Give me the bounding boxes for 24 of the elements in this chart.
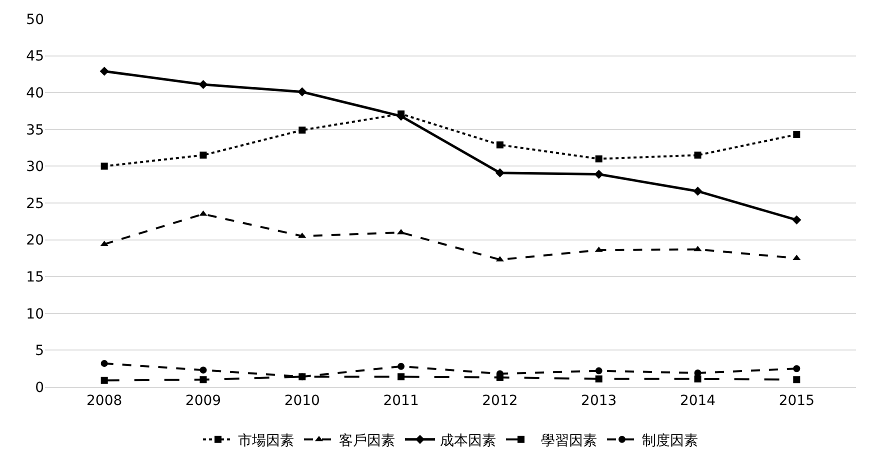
legend-label: 成本因素 bbox=[440, 432, 496, 449]
y-tick-label: 25 bbox=[26, 196, 44, 212]
y-tick-label: 0 bbox=[35, 380, 44, 396]
legend-label: 客戶因素 bbox=[339, 432, 395, 449]
x-tick-label: 2014 bbox=[680, 392, 716, 409]
y-tick-label: 30 bbox=[26, 159, 44, 176]
legend-label: 制度因素 bbox=[642, 432, 698, 449]
y-tick-label: 35 bbox=[26, 122, 44, 138]
y-tick-label: 50 bbox=[26, 12, 44, 28]
y-tick-label: 5 bbox=[35, 343, 44, 360]
x-tick-label: 2011 bbox=[383, 392, 419, 409]
x-tick-label: 2010 bbox=[284, 392, 320, 409]
legend-label: 學習因素 bbox=[541, 432, 597, 449]
x-tick-label: 2008 bbox=[86, 392, 122, 409]
x-tick-label: 2009 bbox=[185, 392, 222, 409]
legend-label: 市場因素 bbox=[238, 432, 294, 449]
y-tick-label: 45 bbox=[26, 48, 44, 65]
y-tick-label: 15 bbox=[26, 270, 44, 286]
x-tick-label: 2013 bbox=[581, 392, 617, 409]
y-tick-label: 20 bbox=[26, 232, 44, 249]
x-tick-label: 2015 bbox=[778, 392, 814, 409]
x-tick-label: 2012 bbox=[482, 392, 518, 409]
y-tick-label: 40 bbox=[26, 86, 44, 102]
y-tick-label: 10 bbox=[26, 306, 44, 322]
